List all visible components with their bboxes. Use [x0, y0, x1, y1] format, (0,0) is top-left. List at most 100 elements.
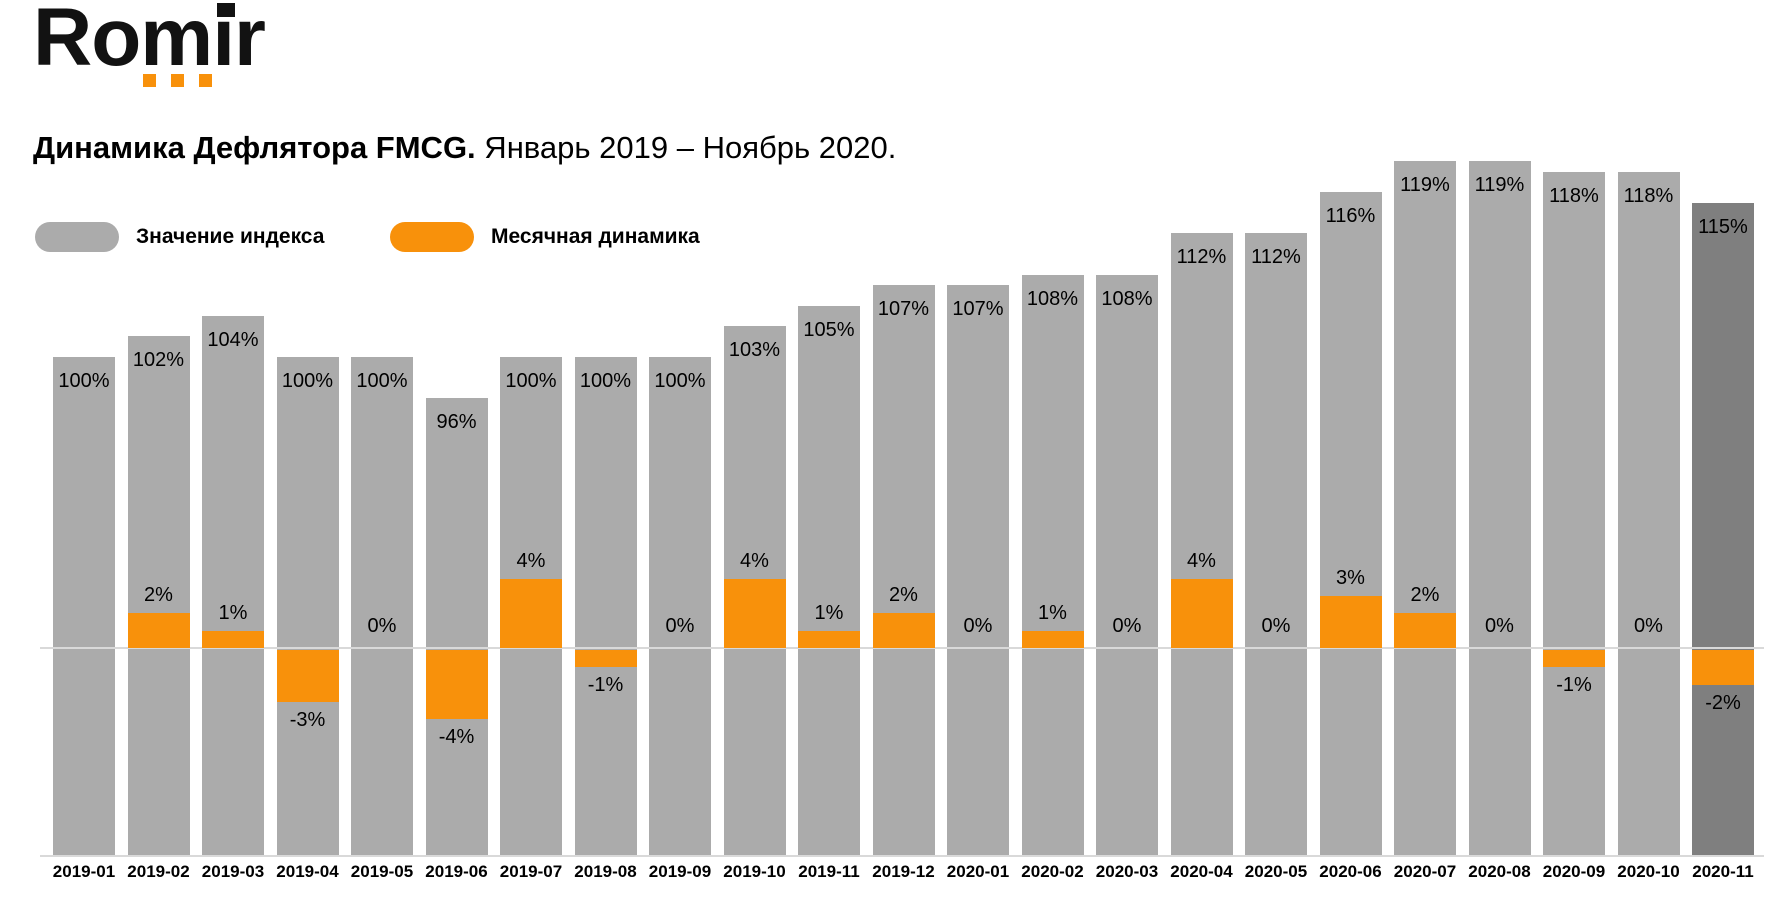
index-value-label: 104%: [207, 328, 259, 351]
index-value-label: 112%: [1176, 246, 1227, 269]
chart-title-period: Январь 2019 – Ноябрь 2020.: [475, 130, 897, 165]
index-bar: [649, 357, 711, 855]
month-label: 2019-09: [648, 862, 712, 881]
index-bar: [1021, 274, 1084, 855]
index-bar: [202, 315, 264, 855]
dynamics-value-label: 2%: [144, 584, 173, 607]
index-bar: [574, 357, 637, 855]
index-value-label: 119%: [1400, 174, 1450, 197]
index-bar: [1245, 233, 1307, 855]
logo-i-dot-square: [217, 3, 235, 17]
logo-square-icon: [199, 74, 212, 87]
dynamics-bar: [872, 613, 935, 648]
month-label: 2019-12: [872, 862, 935, 881]
dynamics-value-label: 4%: [516, 549, 546, 572]
index-value-label: 112%: [1251, 246, 1301, 269]
index-value-label: 107%: [952, 297, 1004, 320]
dynamics-value-label: 2%: [889, 584, 918, 607]
chart-title: Динамика Дефлятора FMCG. Январь 2019 – Н…: [33, 130, 896, 166]
month-label: 2019-05: [350, 862, 414, 881]
dynamics-bar: [1170, 578, 1233, 648]
index-value-label: 100%: [654, 370, 706, 392]
index-value-label: 100%: [58, 370, 110, 392]
index-value-label: 102%: [132, 349, 185, 372]
month-label: 2019-04: [276, 862, 339, 881]
month-label: 2020-07: [1393, 862, 1457, 881]
dynamics-value-label: 0%: [1261, 615, 1291, 637]
month-label: 2019-02: [127, 862, 190, 881]
month-label: 2019-01: [52, 862, 116, 881]
index-value-label: 100%: [356, 370, 408, 392]
logo-orange-squares: [143, 74, 212, 87]
month-label: 2020-01: [946, 862, 1010, 881]
legend-label-index-value: Значение индекса: [136, 225, 325, 248]
index-value-label: 107%: [877, 297, 930, 320]
index-bar: [1543, 171, 1605, 855]
index-bar: [1394, 161, 1456, 855]
dynamics-value-label: -4%: [438, 726, 475, 749]
index-bar: [1096, 274, 1158, 855]
index-value-label: 119%: [1474, 174, 1525, 197]
month-label: 2020-09: [1542, 862, 1606, 881]
index-value-label: 100%: [281, 370, 334, 392]
dynamics-bar: [276, 650, 339, 702]
month-label: 2020-02: [1021, 862, 1084, 881]
month-label: 2020-10: [1617, 862, 1680, 881]
chart-title-bold: Динамика Дефлятора FMCG.: [33, 130, 476, 165]
dynamics-bar: [1319, 596, 1382, 648]
index-bar: [947, 284, 1009, 855]
dynamics-value-label: 3%: [1336, 567, 1365, 590]
index-bar: [1468, 161, 1531, 855]
month-label: 2020-11: [1692, 862, 1754, 881]
index-bar: [276, 357, 339, 855]
month-label: 2020-03: [1095, 862, 1159, 881]
month-label: 2019-08: [574, 862, 637, 881]
legend-swatch-monthly-dynamics: [390, 222, 474, 252]
index-value-label: 100%: [579, 370, 632, 392]
dynamics-bar: [425, 650, 488, 720]
dynamics-value-label: 1%: [1038, 601, 1067, 624]
dynamics-value-label: -2%: [1705, 691, 1741, 714]
index-bar: [798, 305, 860, 855]
legend-label-monthly-dynamics: Месячная динамика: [491, 225, 700, 248]
romir-logo: Romır: [33, 0, 293, 98]
dynamics-bar: [798, 630, 860, 648]
dynamics-bar: [127, 613, 190, 648]
dynamics-bar: [202, 630, 264, 648]
month-label: 2019-06: [425, 862, 488, 881]
dynamics-bar: [1394, 613, 1456, 648]
index-bar: [351, 357, 413, 855]
index-value-label: 105%: [803, 318, 855, 341]
dynamics-value-label: 4%: [740, 549, 769, 572]
dynamics-value-label: 1%: [814, 601, 844, 624]
month-label: 2020-08: [1468, 862, 1531, 881]
index-bar: [1692, 202, 1754, 855]
index-value-label: 103%: [728, 339, 781, 362]
dynamics-value-label: -3%: [289, 708, 326, 731]
dynamics-value-label: 0%: [1634, 615, 1663, 637]
month-label: 2019-03: [201, 862, 265, 881]
legend-item-index: Значение индекса: [35, 222, 324, 252]
index-bar: [872, 284, 935, 855]
x-axis-line: [40, 855, 1764, 857]
index-value-label: 108%: [1101, 287, 1153, 310]
dynamics-bar: [1692, 650, 1754, 685]
dynamics-bar: [500, 578, 562, 648]
dynamics-value-label: -1%: [587, 674, 624, 697]
month-label: 2020-06: [1319, 862, 1382, 881]
index-value-label: 108%: [1026, 287, 1079, 310]
index-value-label: 115%: [1698, 215, 1748, 238]
index-bar: [1170, 233, 1233, 855]
month-label: 2019-11: [798, 862, 860, 881]
logo-square-icon: [171, 74, 184, 87]
dynamics-zero-line: [40, 647, 1764, 649]
index-value-label: 116%: [1325, 205, 1376, 228]
index-bar: [1617, 171, 1680, 855]
dynamics-value-label: 2%: [1410, 584, 1440, 607]
index-value-label: 100%: [505, 370, 557, 392]
dynamics-value-label: 0%: [1112, 615, 1142, 637]
legend-item-dynamics: Месячная динамика: [390, 222, 700, 252]
dynamics-value-label: 4%: [1187, 549, 1216, 572]
